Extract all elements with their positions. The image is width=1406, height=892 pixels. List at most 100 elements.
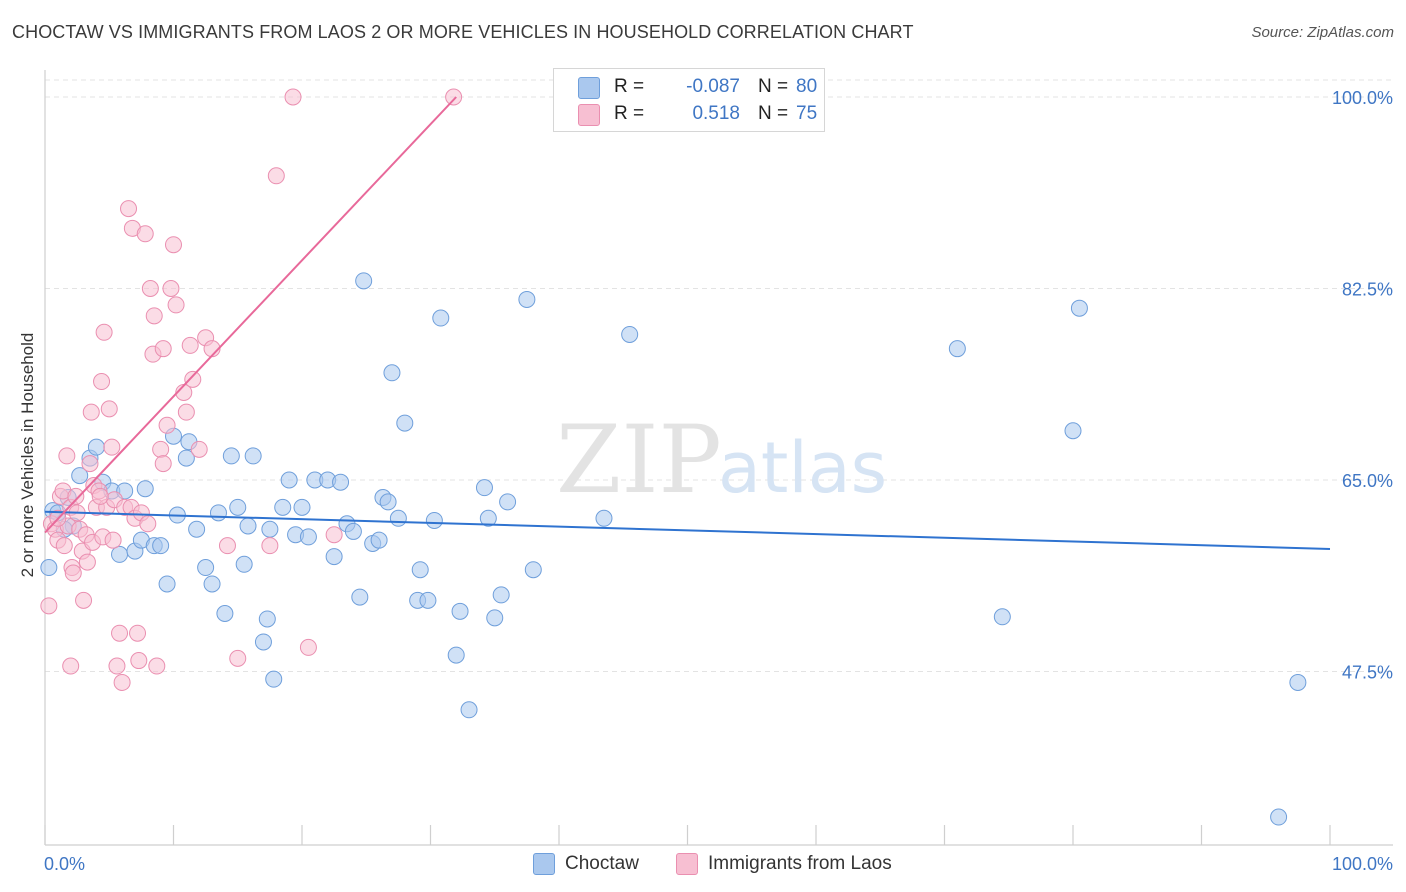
- choctaw-point: [1070, 299, 1088, 317]
- y-tick-label: 82.5%: [1342, 280, 1393, 300]
- laos-point: [129, 624, 147, 642]
- tick-label-layer: 100.0% 82.5% 65.0% 47.5% 0.0% 100.0%: [44, 88, 1393, 874]
- choctaw-point: [492, 586, 510, 604]
- trend-layer: [44, 96, 1331, 550]
- legend-r-value: -0.087: [686, 76, 740, 97]
- choctaw-point: [261, 520, 279, 538]
- choctaw-point: [411, 561, 429, 579]
- laos-point: [120, 200, 138, 218]
- y-tick-label: 100.0%: [1332, 88, 1393, 108]
- laos-point: [177, 403, 195, 421]
- choctaw-point: [40, 559, 58, 577]
- laos-point: [165, 236, 182, 254]
- laos-point: [64, 564, 82, 582]
- bottom-legend-swatch-laos: [676, 853, 698, 875]
- laos-point: [152, 440, 170, 458]
- laos-point: [40, 597, 58, 615]
- laos-point: [154, 340, 172, 358]
- laos-point: [55, 537, 73, 555]
- laos-point: [58, 447, 76, 465]
- laos-point: [67, 487, 85, 505]
- laos-point: [167, 296, 185, 314]
- choctaw-point: [332, 473, 350, 491]
- laos-point: [284, 88, 302, 106]
- choctaw-point: [111, 545, 129, 563]
- grid-layer: [45, 79, 1393, 672]
- laos-point: [100, 400, 118, 418]
- choctaw-point: [993, 608, 1011, 626]
- choctaw-point: [1289, 673, 1307, 691]
- choctaw-point: [524, 561, 542, 579]
- choctaw-point: [379, 493, 397, 511]
- legend-n-label: N =: [758, 76, 789, 97]
- laos-point: [145, 307, 163, 325]
- choctaw-point: [177, 449, 195, 467]
- choctaw-point: [451, 602, 469, 620]
- x-tick-label: 0.0%: [44, 854, 85, 874]
- choctaw-point: [188, 520, 206, 538]
- y-tick-label: 47.5%: [1342, 663, 1393, 683]
- choctaw-point: [254, 633, 272, 651]
- choctaw-point: [1064, 422, 1082, 440]
- axis-layer: [44, 70, 1393, 846]
- choctaw-point: [499, 493, 517, 511]
- choctaw-point: [1270, 808, 1288, 826]
- choctaw-point: [216, 605, 234, 623]
- choctaw-point: [351, 588, 369, 606]
- choctaw-point: [87, 438, 105, 456]
- x-tick-label: 100.0%: [1332, 854, 1393, 874]
- choctaw-point: [486, 609, 504, 627]
- choctaw-point: [460, 701, 478, 719]
- choctaw-point: [229, 498, 247, 516]
- laos-point: [148, 657, 166, 675]
- legend-r-label: R =: [614, 103, 645, 124]
- legend-n-value: 75: [796, 103, 818, 124]
- y-tick-label: 65.0%: [1342, 471, 1393, 491]
- laos-point: [154, 455, 172, 473]
- laos-point: [113, 673, 131, 691]
- choctaw-point: [389, 509, 407, 527]
- laos-point: [93, 373, 111, 391]
- choctaw-point: [518, 290, 536, 308]
- laos-point: [139, 515, 157, 533]
- watermark-atlas: atlas: [718, 427, 887, 509]
- legend-swatch-choctaw: [578, 77, 600, 99]
- laos-point: [103, 438, 121, 456]
- source-label: Source: ZipAtlas.com: [1251, 24, 1394, 41]
- choctaw-point: [396, 414, 414, 432]
- choctaw-point: [621, 325, 639, 343]
- laos-point: [162, 280, 180, 297]
- choctaw-point: [244, 447, 262, 465]
- chart-title: CHOCTAW VS IMMIGRANTS FROM LAOS 2 OR MOR…: [12, 22, 914, 42]
- legend-r-label: R =: [614, 76, 645, 97]
- laos-point: [104, 531, 122, 549]
- choctaw-point: [447, 646, 465, 664]
- choctaw-point: [258, 610, 276, 628]
- bottom-legend-label-laos: Immigrants from Laos: [708, 853, 892, 874]
- choctaw-point: [209, 504, 227, 522]
- choctaw-point: [280, 471, 298, 489]
- choctaw-point: [344, 522, 362, 540]
- laos-point: [136, 225, 154, 243]
- choctaw-point: [203, 575, 221, 593]
- stats-legend: R = -0.087 N = 80 R = 0.518 N = 75: [553, 68, 825, 132]
- legend-swatch-laos: [578, 104, 600, 126]
- watermark-zip: ZIP: [556, 406, 722, 515]
- choctaw-point: [274, 498, 292, 516]
- choctaw-point: [235, 555, 253, 573]
- laos-point: [229, 649, 247, 667]
- choctaw-point: [325, 548, 343, 566]
- choctaw-point: [419, 591, 437, 609]
- laos-point: [75, 591, 93, 609]
- points-layer: [40, 88, 1307, 826]
- choctaw-point: [948, 340, 966, 358]
- laos-point: [141, 280, 159, 297]
- laos-point: [181, 336, 199, 354]
- choctaw-point: [222, 447, 240, 465]
- choctaw-point: [136, 480, 154, 498]
- laos-point: [108, 657, 126, 675]
- choctaw-point: [595, 509, 613, 527]
- choctaw-point: [355, 272, 373, 290]
- laos-point: [184, 370, 202, 388]
